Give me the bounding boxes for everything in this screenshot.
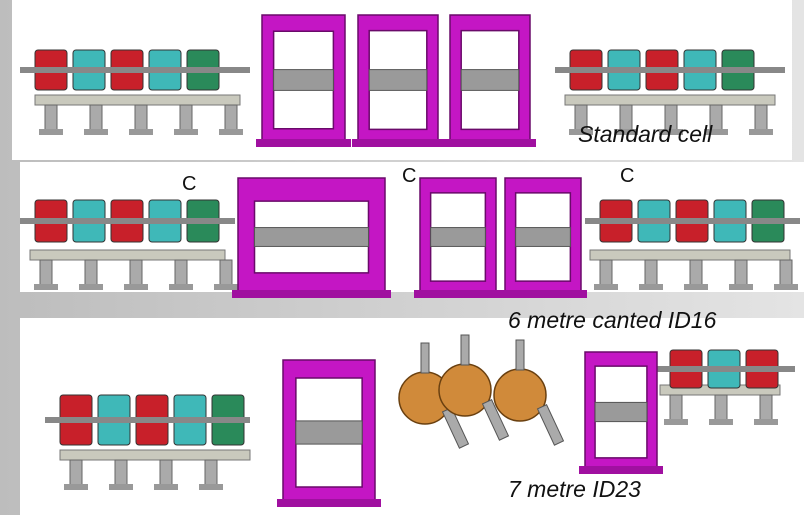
id-jaw [296, 421, 362, 444]
support [645, 260, 657, 286]
scene: Standard cell C C C 6 metre canted ID16 … [0, 0, 804, 515]
id-base [444, 139, 536, 147]
foot [109, 484, 133, 490]
foot [754, 419, 778, 425]
foot [39, 129, 63, 135]
foot [774, 284, 798, 290]
beam-pipe [20, 218, 235, 224]
id-jaw [595, 402, 647, 421]
row-label: 7 metre ID23 [508, 476, 641, 502]
foot [729, 284, 753, 290]
foot [219, 129, 243, 135]
id-base [414, 290, 502, 298]
girder [565, 95, 775, 105]
beam-pipe [45, 417, 250, 423]
beam-pipe [20, 67, 250, 73]
beam-pipe [655, 366, 795, 372]
foot [64, 484, 88, 490]
sextupole-cluster [439, 364, 491, 416]
row-label: 6 metre canted ID16 [508, 307, 717, 333]
support [780, 260, 792, 286]
marker: C [182, 173, 196, 195]
foot [84, 129, 108, 135]
foot [664, 419, 688, 425]
girder [590, 250, 790, 260]
girder [60, 450, 250, 460]
support [670, 395, 682, 421]
foot [709, 419, 733, 425]
id-jaw [369, 70, 427, 91]
support [735, 260, 747, 286]
support [220, 260, 232, 286]
support [690, 260, 702, 286]
foot [79, 284, 103, 290]
id-base [232, 290, 391, 298]
support [90, 105, 102, 131]
support [175, 260, 187, 286]
row-label: Standard cell [578, 121, 713, 147]
girder [35, 95, 240, 105]
support [600, 260, 612, 286]
foot [34, 284, 58, 290]
foot [129, 129, 153, 135]
marker: C [402, 165, 416, 187]
foot [154, 484, 178, 490]
marker: C [620, 165, 634, 187]
beam-pipe [585, 218, 800, 224]
support [45, 105, 57, 131]
sextupole-cluster [494, 369, 546, 421]
support [225, 105, 237, 131]
support [115, 460, 127, 486]
foot [199, 484, 223, 490]
id-base [256, 139, 351, 147]
foot [174, 129, 198, 135]
girder [30, 250, 225, 260]
id-jaw [461, 70, 519, 91]
support [205, 460, 217, 486]
foot [169, 284, 193, 290]
support [755, 105, 767, 131]
id-base [499, 290, 587, 298]
id-base [579, 466, 663, 474]
pump-stem [516, 340, 524, 370]
foot [124, 284, 148, 290]
support [70, 460, 82, 486]
support [40, 260, 52, 286]
foot [684, 284, 708, 290]
id-jaw [431, 228, 486, 247]
support [130, 260, 142, 286]
foot [594, 284, 618, 290]
beam-pipe [555, 67, 785, 73]
id-jaw [516, 228, 571, 247]
pump-stem [461, 335, 469, 365]
id-jaw [274, 70, 334, 91]
id-base [277, 499, 381, 507]
support [715, 395, 727, 421]
support [180, 105, 192, 131]
foot [639, 284, 663, 290]
foot [214, 284, 238, 290]
foot [749, 129, 773, 135]
support [760, 395, 772, 421]
pump-stem [421, 343, 429, 373]
id-jaw [255, 228, 369, 247]
support [85, 260, 97, 286]
support [160, 460, 172, 486]
support [135, 105, 147, 131]
id-base [352, 139, 444, 147]
